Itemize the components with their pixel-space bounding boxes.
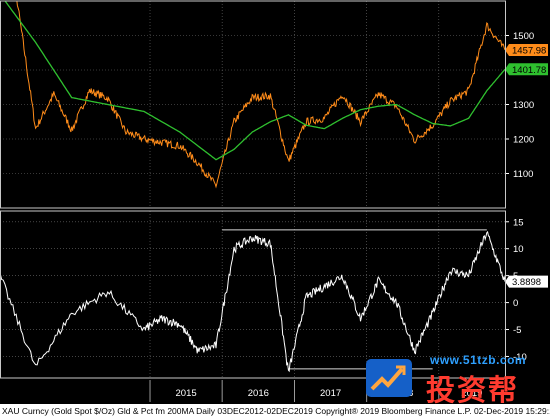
watermark-text: 投资帮 <box>426 375 520 407</box>
chart-footer: XAU Curncy (Gold Spot $/Oz) Gld & Pct fm… <box>0 404 550 418</box>
y-tick-label: -10 <box>513 352 527 363</box>
watermark: www.51tzb.com 投资帮 <box>362 353 550 407</box>
watermark-logo <box>366 359 412 397</box>
last-value-label: 1401.78 <box>512 65 546 76</box>
panel-border <box>0 0 506 209</box>
y-tick-label: 15 <box>513 217 524 228</box>
last-value-box <box>505 43 548 56</box>
y-tick-label: 1300 <box>513 100 534 111</box>
last-value-tag: 1457.98 <box>505 43 548 56</box>
series-line <box>16 1 505 189</box>
x-tick-label: 2017 <box>320 388 341 399</box>
watermark-domain: www.51tzb.com <box>430 353 527 367</box>
panel-border <box>0 210 506 379</box>
last-value-label: 1457.98 <box>512 45 546 56</box>
x-tick-label: 2015 <box>176 388 197 399</box>
y-tick-label: 10 <box>513 244 524 255</box>
x-tick-label: 2016 <box>248 388 269 399</box>
series-line <box>0 230 505 373</box>
last-value-label: 3.8898 <box>512 277 541 288</box>
last-value-box <box>505 63 548 76</box>
last-value-box <box>505 275 548 288</box>
gold-chart: 110012001300140015001457.981401.78-10-50… <box>0 0 548 402</box>
y-tick-label: 1100 <box>513 169 533 180</box>
last-value-tag: 3.8898 <box>505 275 548 288</box>
series-line <box>4 1 505 161</box>
x-tick-label: 2019 <box>461 388 482 399</box>
y-tick-label: 1500 <box>513 31 534 42</box>
y-tick-label: 1200 <box>513 135 534 146</box>
y-tick-label: 0 <box>513 298 518 309</box>
last-value-tag: 1401.78 <box>505 63 548 76</box>
y-tick-label: -5 <box>513 325 521 336</box>
